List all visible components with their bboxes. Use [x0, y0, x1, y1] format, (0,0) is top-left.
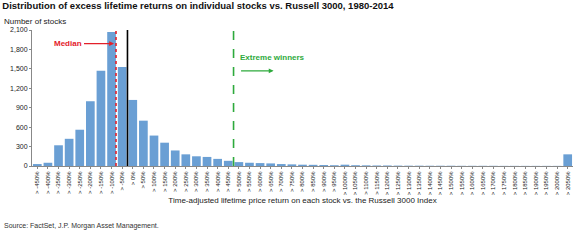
svg-text:> 350%: > 350%	[204, 171, 210, 192]
svg-text:Distribution of excess lifetim: Distribution of excess lifetime returns …	[2, 0, 394, 11]
svg-text:Median: Median	[54, 39, 82, 48]
svg-text:> 500%: > 500%	[236, 171, 242, 192]
svg-text:> 1400%: > 1400%	[427, 171, 433, 196]
svg-text:> 1450%: > 1450%	[437, 171, 443, 196]
svg-text:> 800%: > 800%	[299, 171, 305, 192]
svg-text:Extreme winners: Extreme winners	[240, 53, 305, 62]
svg-text:Number of stocks: Number of stocks	[4, 17, 66, 26]
svg-text:> 1100%: > 1100%	[363, 171, 369, 195]
svg-text:> 450%: > 450%	[225, 171, 231, 192]
svg-text:> 1000%: > 1000%	[342, 171, 348, 196]
svg-text:0: 0	[24, 162, 28, 169]
svg-text:> 850%: > 850%	[310, 171, 316, 192]
svg-text:> -450%: > -450%	[34, 171, 40, 194]
svg-text:> 200%: > 200%	[172, 171, 178, 192]
svg-text:> 50%: > 50%	[140, 171, 146, 189]
svg-text:900: 900	[16, 104, 28, 111]
svg-text:> -200%: > -200%	[87, 171, 93, 194]
svg-text:> 300%: > 300%	[193, 171, 199, 192]
svg-text:> 1150%: > 1150%	[374, 171, 380, 195]
svg-text:1,500: 1,500	[10, 65, 28, 72]
svg-text:600: 600	[16, 124, 28, 131]
svg-text:> 150%: > 150%	[162, 171, 168, 192]
svg-text:> 1750%: > 1750%	[501, 171, 507, 196]
svg-text:> 1950%: > 1950%	[543, 171, 549, 196]
svg-text:> 1050%: > 1050%	[352, 171, 358, 196]
svg-text:> 1850%: > 1850%	[522, 171, 528, 196]
svg-text:300: 300	[16, 143, 28, 150]
svg-text:Time-adjusted lifetime price r: Time-adjusted lifetime price return on e…	[168, 196, 436, 205]
svg-text:> -350%: > -350%	[55, 171, 61, 194]
svg-text:> 1550%: > 1550%	[459, 171, 465, 196]
svg-text:> 550%: > 550%	[246, 171, 252, 192]
svg-text:> -250%: > -250%	[77, 171, 83, 194]
svg-text:> 600%: > 600%	[257, 171, 263, 192]
svg-text:> 400%: > 400%	[215, 171, 221, 192]
svg-text:> 1500%: > 1500%	[448, 171, 454, 196]
svg-text:> 2050%: > 2050%	[565, 171, 571, 196]
svg-text:1,800: 1,800	[10, 46, 28, 53]
svg-text:> 1350%: > 1350%	[416, 171, 422, 196]
svg-text:> -300%: > -300%	[66, 171, 72, 194]
svg-text:> 650%: > 650%	[268, 171, 274, 192]
svg-text:> -150%: > -150%	[98, 171, 104, 194]
svg-text:> 1700%: > 1700%	[490, 171, 496, 196]
svg-text:2,100: 2,100	[10, 26, 28, 33]
svg-text:> 1600%: > 1600%	[469, 171, 475, 196]
svg-text:> -100%: > -100%	[109, 171, 115, 194]
svg-text:> 1300%: > 1300%	[406, 171, 412, 196]
svg-text:> 1650%: > 1650%	[480, 171, 486, 196]
svg-text:Source: FactSet, J.P. Morgan A: Source: FactSet, J.P. Morgan Asset Manag…	[4, 222, 159, 230]
svg-text:> 950%: > 950%	[331, 171, 337, 192]
svg-text:> 700%: > 700%	[278, 171, 284, 192]
svg-text:> 900%: > 900%	[321, 171, 327, 192]
svg-text:> 1900%: > 1900%	[533, 171, 539, 196]
svg-text:> 250%: > 250%	[183, 171, 189, 192]
svg-text:> 750%: > 750%	[289, 171, 295, 192]
svg-text:> 2000%: > 2000%	[554, 171, 560, 196]
svg-text:> -50%: > -50%	[119, 171, 125, 191]
svg-text:> 0%: > 0%	[130, 171, 136, 186]
svg-text:> 100%: > 100%	[151, 171, 157, 192]
svg-text:> 1800%: > 1800%	[512, 171, 518, 196]
svg-text:1,200: 1,200	[10, 85, 28, 92]
svg-text:> 1250%: > 1250%	[395, 171, 401, 196]
svg-text:> 1200%: > 1200%	[384, 171, 390, 196]
svg-text:> -400%: > -400%	[45, 171, 51, 194]
